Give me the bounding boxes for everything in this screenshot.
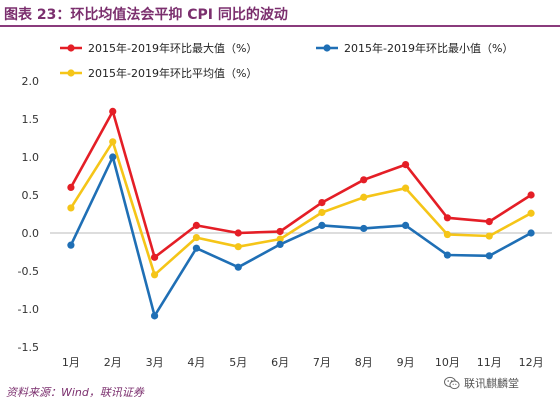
- data-point: [192, 221, 201, 229]
- data-point: [150, 253, 159, 261]
- y-tick-label: -1.0: [18, 303, 39, 316]
- data-point: [234, 229, 242, 237]
- legend-item-2: 2015年-2019年环比平均值（%）: [60, 66, 257, 80]
- x-tick-label: 6月: [271, 356, 289, 369]
- series-2: [67, 138, 535, 279]
- data-point: [527, 209, 535, 217]
- x-tick-label: 7月: [313, 356, 331, 369]
- data-point: [485, 252, 493, 260]
- x-tick-label: 1月: [62, 356, 80, 369]
- data-point: [401, 221, 410, 229]
- y-tick-label: 1.0: [22, 151, 40, 164]
- data-point: [234, 263, 242, 271]
- data-point: [527, 191, 535, 199]
- data-point: [67, 204, 75, 212]
- title-bar: 图表 23：环比均值法会平抑 CPI 同比的波动: [0, 0, 560, 27]
- x-tick-label: 8月: [355, 356, 373, 369]
- legend-swatch-marker: [323, 44, 331, 52]
- legend-label: 2015年-2019年环比最小值（%）: [344, 41, 513, 55]
- legend-item-0: 2015年-2019年环比最大值（%）: [60, 41, 257, 55]
- data-point: [276, 227, 284, 236]
- data-point: [443, 214, 452, 222]
- data-point: [192, 233, 201, 242]
- data-point: [485, 218, 493, 226]
- y-tick-label: 0.5: [22, 189, 40, 202]
- data-point: [192, 244, 201, 252]
- data-point: [234, 243, 242, 251]
- y-tick-label: 1.5: [22, 113, 40, 126]
- data-point: [318, 199, 326, 207]
- wechat-icon: [444, 376, 460, 390]
- data-point: [109, 138, 117, 146]
- data-point: [443, 251, 452, 259]
- legend: 2015年-2019年环比最大值（%） 2015年-2019年环比最小值（%） 20…: [60, 41, 513, 80]
- legend-label: 2015年-2019年环比平均值（%）: [88, 66, 257, 80]
- data-point: [318, 221, 326, 229]
- data-point: [109, 107, 117, 115]
- y-tick-label: -0.5: [18, 265, 39, 278]
- legend-swatch-marker: [67, 44, 75, 52]
- series-0: [67, 107, 535, 261]
- data-point: [527, 229, 535, 237]
- legend-item-1: 2015年-2019年环比最小值（%）: [316, 41, 513, 55]
- data-point: [485, 232, 493, 240]
- data-point: [401, 161, 410, 169]
- series-group: [67, 107, 535, 320]
- y-tick-label: 0.0: [22, 227, 40, 240]
- x-tick-label: 10月: [435, 356, 460, 369]
- series-line: [69, 110, 532, 259]
- data-point: [360, 193, 368, 201]
- x-tick-label: 4月: [187, 356, 205, 369]
- x-tick-label: 11月: [477, 356, 502, 369]
- x-tick-label: 3月: [146, 356, 164, 369]
- data-point: [109, 153, 117, 161]
- chart-title: 图表 23：环比均值法会平抑 CPI 同比的波动: [4, 7, 288, 23]
- x-tick-label: 5月: [229, 356, 247, 369]
- data-point: [67, 183, 75, 191]
- line-chart: 2015年-2019年环比最大值（%） 2015年-2019年环比最小值（%） 20…: [18, 41, 552, 369]
- data-point: [443, 230, 452, 239]
- x-tick-label: 2月: [104, 356, 122, 369]
- title-rule: [0, 25, 560, 27]
- x-tick-label: 9月: [397, 356, 415, 369]
- data-point: [360, 224, 368, 233]
- data-point: [318, 208, 326, 217]
- legend-label: 2015年-2019年环比最大值（%）: [88, 41, 257, 55]
- y-tick-label: 2.0: [22, 75, 40, 88]
- watermark: 联讯麒麟堂: [444, 375, 519, 391]
- data-point: [67, 241, 75, 249]
- series-line: [69, 140, 532, 277]
- data-point: [276, 240, 284, 248]
- watermark-text: 联讯麒麟堂: [464, 377, 519, 390]
- x-tick-label: 12月: [519, 356, 544, 369]
- data-point: [150, 312, 159, 320]
- y-tick-label: -1.5: [18, 341, 39, 354]
- data-point: [276, 235, 284, 243]
- series-line: [69, 155, 532, 318]
- data-point: [401, 184, 410, 192]
- legend-swatch-marker: [67, 69, 75, 77]
- series-1: [67, 153, 535, 320]
- source-note: 资料来源：Wind，联讯证券: [6, 386, 144, 399]
- axes: 2.0 1.5 1.0 0.5 0.0 -0.5 -1.0 -1.5 1月 2月 3月 4月 5月 6月 7…: [18, 75, 552, 369]
- data-point: [360, 176, 368, 184]
- data-point: [150, 271, 159, 279]
